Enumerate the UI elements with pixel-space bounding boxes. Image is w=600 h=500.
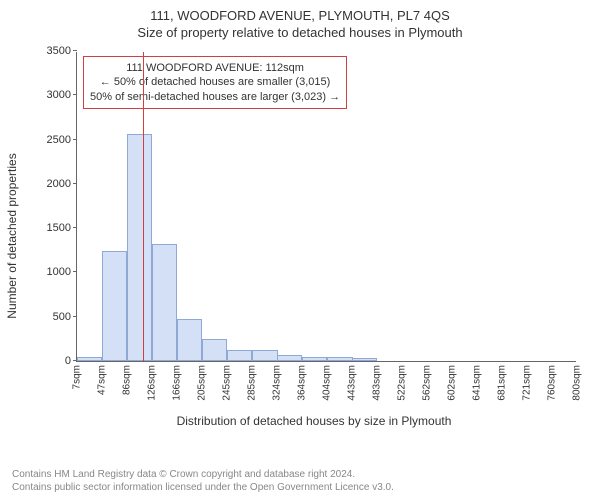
title-sub: Size of property relative to detached ho…	[4, 25, 596, 40]
x-tick: 166sqm	[172, 361, 183, 401]
x-tick: 404sqm	[322, 361, 333, 401]
histogram-bar	[177, 319, 202, 362]
x-tick: 483sqm	[372, 361, 383, 401]
histogram-bar	[202, 339, 227, 361]
histogram-bar	[277, 355, 302, 361]
y-tick: 2500	[47, 134, 77, 146]
x-tick: 364sqm	[297, 361, 308, 401]
plot-area: 111 WOODFORD AVENUE: 112sqm ← 50% of det…	[76, 52, 576, 362]
histogram-bar	[302, 357, 327, 361]
histogram-bar	[77, 357, 102, 361]
x-tick: 285sqm	[247, 361, 258, 401]
histogram-bar	[127, 134, 152, 361]
y-tick: 1000	[47, 266, 77, 278]
x-tick: 205sqm	[197, 361, 208, 401]
callout-box: 111 WOODFORD AVENUE: 112sqm ← 50% of det…	[83, 56, 347, 109]
x-tick: 245sqm	[222, 361, 233, 401]
footer: Contains HM Land Registry data © Crown c…	[12, 468, 394, 494]
callout-line1: 111 WOODFORD AVENUE: 112sqm	[90, 61, 340, 75]
footer-line2: Contains public sector information licen…	[12, 481, 394, 494]
histogram-bar	[227, 350, 252, 362]
histogram-bar	[352, 358, 377, 361]
y-tick: 3000	[47, 89, 77, 101]
y-tick: 500	[53, 311, 77, 323]
x-tick: 86sqm	[122, 361, 133, 395]
histogram-bar	[152, 244, 177, 361]
x-tick: 443sqm	[347, 361, 358, 401]
x-tick: 522sqm	[397, 361, 408, 401]
y-tick: 3500	[47, 45, 77, 57]
chart-container: 111, WOODFORD AVENUE, PLYMOUTH, PL7 4QS …	[0, 0, 600, 500]
y-tick: 2000	[47, 178, 77, 190]
title-main: 111, WOODFORD AVENUE, PLYMOUTH, PL7 4QS	[4, 8, 596, 23]
callout-line2: ← 50% of detached houses are smaller (3,…	[90, 75, 340, 89]
x-tick: 800sqm	[572, 361, 583, 401]
x-tick: 721sqm	[522, 361, 533, 401]
y-tick: 1500	[47, 222, 77, 234]
x-tick: 47sqm	[97, 361, 108, 395]
x-tick: 641sqm	[472, 361, 483, 401]
chart-wrap: Number of detached properties 111 WOODFO…	[34, 44, 594, 414]
histogram-bar	[327, 357, 352, 361]
x-tick: 126sqm	[147, 361, 158, 401]
x-tick: 562sqm	[422, 361, 433, 401]
x-tick: 760sqm	[547, 361, 558, 401]
x-axis-label: Distribution of detached houses by size …	[34, 414, 594, 428]
histogram-bar	[252, 350, 277, 361]
histogram-bar	[102, 251, 127, 361]
x-tick: 681sqm	[497, 361, 508, 401]
x-tick: 324sqm	[272, 361, 283, 401]
y-axis-label: Number of detached properties	[5, 153, 19, 318]
footer-line1: Contains HM Land Registry data © Crown c…	[12, 468, 394, 481]
callout-line3: 50% of semi-detached houses are larger (…	[90, 90, 340, 104]
marker-line	[143, 52, 144, 361]
x-tick: 7sqm	[72, 361, 83, 389]
x-tick: 602sqm	[447, 361, 458, 401]
